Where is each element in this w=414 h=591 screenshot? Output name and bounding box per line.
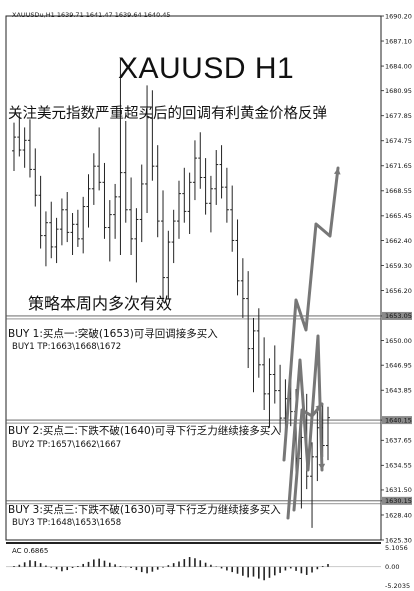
- y-tick-label: 1659.30: [385, 262, 412, 270]
- buy3-tp: BUY3 TP:1648\1653\1658: [12, 518, 122, 528]
- candlestick-series: [12, 57, 330, 528]
- y-tick-label: 1684.00: [385, 62, 412, 70]
- y-tick-label: 1628.40: [385, 511, 412, 519]
- arrow-head-2: [318, 463, 326, 470]
- buy2-tp: BUY2 TP:1657\1662\1667: [12, 440, 122, 450]
- ac-indicator-label: AC 0.6865: [12, 547, 49, 555]
- y-tick-label: 1643.85: [385, 387, 412, 395]
- ac-axis-label: -5.2035: [385, 582, 410, 590]
- y-tick-label: 1677.85: [385, 112, 412, 120]
- level-price-tag: [382, 496, 412, 505]
- y-tick-label: 1640.15: [385, 416, 412, 424]
- y-tick-label: 1630.15: [385, 497, 412, 505]
- plot-border: [5, 15, 382, 541]
- symbol-header: XAUUSDu,H1 1639.71 1641.47 1639.64 1640.…: [12, 11, 171, 19]
- projection-arrows: [282, 166, 341, 520]
- y-tick-label: 1653.05: [385, 312, 412, 320]
- y-tick-label: 1662.40: [385, 237, 412, 245]
- y-tick-label: 1625.30: [385, 536, 412, 544]
- ac-axis-label: 0.00: [385, 563, 399, 571]
- chart-title: XAUUSD H1: [118, 52, 295, 85]
- y-tick-label: 1687.10: [385, 37, 412, 45]
- ac-indicator: 5.1056 0.00 -5.2035: [6, 544, 410, 590]
- buy3-annotation: BUY 3:买点三:下跌不破(1630)可寻下行乏力继续接多买入: [8, 504, 281, 516]
- projection-path-3: [292, 402, 324, 512]
- y-tick-label: 1665.45: [385, 212, 412, 220]
- chart-subtitle: 关注美元指数严重超买后的回调有利黄金价格反弹: [8, 106, 327, 122]
- y-tick-label: 1680.95: [385, 87, 412, 95]
- arrow-head-3: [315, 404, 322, 411]
- level-price-tag: [382, 416, 412, 425]
- y-tick-label: 1690.20: [385, 12, 412, 20]
- y-tick-label: 1650.00: [385, 337, 412, 345]
- strategy-note: 策略本周内多次有效: [28, 294, 173, 313]
- y-tick-label: 1656.20: [385, 287, 412, 295]
- y-tick-label: 1631.50: [385, 486, 412, 494]
- arrow-head-1: [333, 168, 341, 175]
- ac-axis-label: 5.1056: [385, 544, 408, 552]
- y-tick-label: 1671.65: [385, 162, 412, 170]
- y-tick-label: 1637.65: [385, 437, 412, 445]
- buy1-annotation: BUY 1:买点一:突破(1653)可寻回调接多买入: [8, 328, 218, 340]
- y-tick-label: 1668.55: [385, 187, 412, 195]
- projection-path-1: [282, 166, 340, 462]
- level-price-tag: [382, 311, 412, 320]
- buy2-annotation: BUY 2:买点二:下跌不破(1640)可寻下行乏力继续接多买入: [8, 425, 281, 437]
- chart-frame: [5, 15, 382, 544]
- y-tick-label: 1646.95: [385, 361, 412, 369]
- buy1-tp: BUY1 TP:1663\1668\1672: [12, 342, 122, 352]
- y-tick-label: 1634.55: [385, 462, 412, 470]
- y-tick-label: 1674.75: [385, 137, 412, 145]
- projection-path-2: [286, 334, 324, 520]
- level-lines: [6, 315, 381, 505]
- price-axis: 1690.20 1687.10 1684.00 1680.95 1677.85 1674.…: [381, 12, 412, 544]
